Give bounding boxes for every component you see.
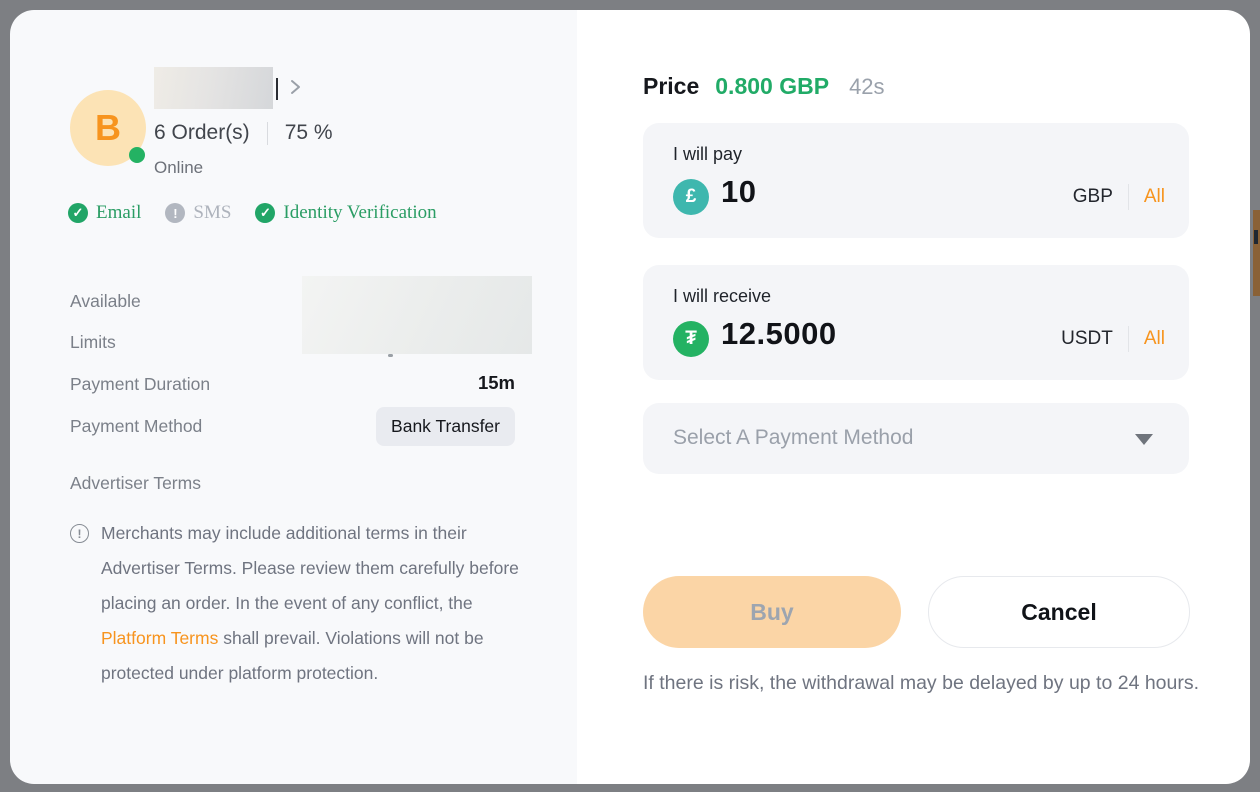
platform-terms-link[interactable]: Platform Terms xyxy=(101,628,219,648)
verification-badges: ✓ Email ! SMS ✓ Identity Verification xyxy=(68,202,437,224)
cancel-button[interactable]: Cancel xyxy=(928,576,1190,648)
available-limits-redacted xyxy=(302,276,532,354)
badge-identity: ✓ Identity Verification xyxy=(255,202,437,224)
payment-method-placeholder: Select A Payment Method xyxy=(673,426,914,449)
terms-text-after: shall prevail. Violations will not be pr… xyxy=(101,628,484,683)
check-icon: ✓ xyxy=(68,203,88,223)
advertiser-terms-heading: Advertiser Terms xyxy=(70,473,201,493)
payment-duration-value: 15m xyxy=(477,372,515,393)
badge-email-label: Email xyxy=(96,202,142,223)
payment-method-select[interactable]: Select A Payment Method xyxy=(643,403,1189,474)
pay-label: I will pay xyxy=(673,144,743,164)
gbp-pound-icon: £ xyxy=(673,179,709,215)
online-status-label: Online xyxy=(154,158,204,177)
check-icon: ✓ xyxy=(255,203,276,223)
order-panel: Price 0.800 GBP 42s I will pay £ 10 GBP … xyxy=(577,10,1250,784)
payment-method-label: Payment Method xyxy=(70,416,203,436)
price-label: Price xyxy=(643,73,700,99)
chevron-right-icon[interactable] xyxy=(286,78,304,96)
redacted-text-remnant xyxy=(388,354,393,357)
pay-amount-box[interactable]: I will pay £ 10 GBP All xyxy=(643,123,1189,238)
exclamation-icon: ! xyxy=(165,203,186,223)
risk-note: If there is risk, the withdrawal may be … xyxy=(643,672,1200,694)
receive-all-button[interactable]: All xyxy=(1143,328,1165,349)
currency-divider xyxy=(1127,326,1129,352)
currency-divider xyxy=(1127,184,1129,210)
avatar: B xyxy=(70,90,146,166)
pay-currency-label: GBP xyxy=(1072,186,1113,207)
badge-sms: ! SMS xyxy=(165,202,231,224)
usdt-tether-icon: ₮ xyxy=(673,321,709,357)
background-content-mark xyxy=(1254,230,1258,244)
online-status-dot xyxy=(129,147,145,163)
merchant-name-redacted[interactable] xyxy=(154,67,273,109)
completion-rate: 75 % xyxy=(284,121,333,144)
badge-sms-label: SMS xyxy=(193,202,232,223)
payment-duration-label: Payment Duration xyxy=(70,374,211,394)
stats-divider xyxy=(266,121,268,145)
advertiser-terms-text: Merchants may include additional terms i… xyxy=(101,516,521,691)
price-value: 0.800 GBP xyxy=(715,73,830,99)
available-label: Available xyxy=(70,291,141,311)
receive-label: I will receive xyxy=(673,286,772,306)
receive-amount-box[interactable]: I will receive ₮ 12.5000 USDT All xyxy=(643,265,1189,380)
badge-identity-label: Identity Verification xyxy=(283,202,437,223)
price-row: Price 0.800 GBP 42s xyxy=(643,73,885,100)
orders-count: 6 Order(s) xyxy=(154,121,250,144)
pay-all-button[interactable]: All xyxy=(1143,186,1165,207)
payment-method-tag: Bank Transfer xyxy=(376,407,515,446)
pay-currency-group: GBP All xyxy=(1073,183,1165,211)
price-refresh-countdown: 42s xyxy=(849,74,885,99)
info-icon: ! xyxy=(70,524,89,543)
badge-email: ✓ Email xyxy=(68,202,141,224)
p2p-buy-dialog: B 6 Order(s) 75 % Online ✓ Email ! SMS xyxy=(10,10,1250,784)
chevron-down-icon xyxy=(1135,434,1153,445)
pay-amount-input[interactable]: 10 xyxy=(721,174,757,209)
receive-currency-group: USDT All xyxy=(1061,325,1165,353)
background-content-sliver xyxy=(1253,210,1260,296)
merchant-name-tail xyxy=(276,78,278,100)
advertiser-terms-notice: ! Merchants may include additional terms… xyxy=(70,516,525,691)
receive-currency-label: USDT xyxy=(1061,328,1113,349)
terms-text-before: Merchants may include additional terms i… xyxy=(101,523,519,613)
merchant-stats: 6 Order(s) 75 % xyxy=(154,121,333,145)
receive-amount-input[interactable]: 12.5000 xyxy=(721,316,837,351)
buy-button[interactable]: Buy xyxy=(643,576,901,648)
limits-label: Limits xyxy=(70,332,116,352)
advertiser-panel: B 6 Order(s) 75 % Online ✓ Email ! SMS xyxy=(10,10,577,784)
